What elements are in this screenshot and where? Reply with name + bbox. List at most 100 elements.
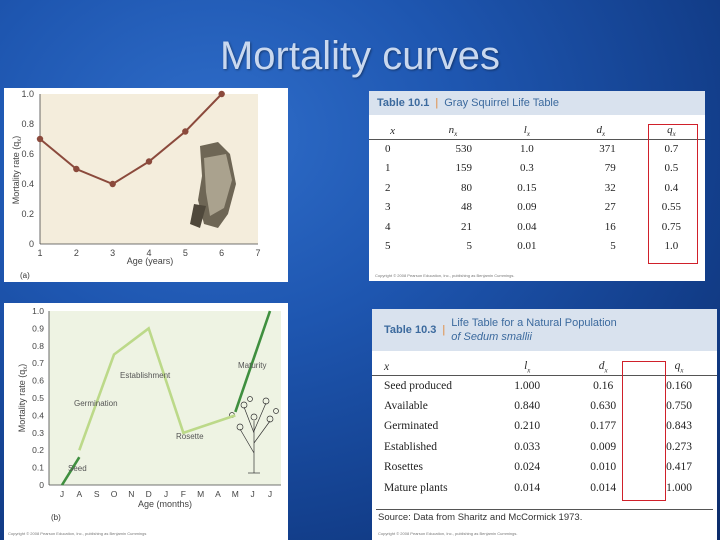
table-10-1-cell: 27	[604, 201, 616, 214]
table-10-1-cell: 0.15	[517, 181, 537, 194]
table-10-3-title: Life Table for a Natural Population of Se…	[451, 317, 617, 343]
x-tick-label-b: J	[60, 489, 64, 499]
chart-a-svg: 0 0.2 0.4 0.6 0.8 1.0 1 2 3 4 5 6 7 Age (years) Mor…	[11, 89, 261, 280]
x-tick-label-a: 7	[255, 248, 260, 258]
table-10-1-cell: 2	[385, 181, 391, 194]
table-10-1-cell: 530	[455, 143, 472, 155]
table-10-3-cell: 0.160	[666, 379, 692, 392]
table-10-3-row: Seed produced 1.000 0.16 0.160	[372, 375, 717, 396]
x-tick-label-b: O	[111, 489, 118, 499]
table-10-3-cell: 0.16	[593, 379, 614, 392]
table-10-3-row: Available 0.840 0.630 0.750	[372, 396, 717, 417]
data-point-a	[182, 128, 189, 135]
table-10-1-cell: 0	[385, 143, 391, 155]
x-tick-label-a: 1	[37, 248, 42, 258]
col-header-x: x	[390, 124, 395, 137]
table-10-3-copyright: Copyright © 2008 Pearson Education, Inc.…	[378, 531, 518, 536]
table-10-3-cell: 0.840	[514, 399, 541, 412]
col-header-lx-sedum: lx	[524, 359, 531, 374]
table-10-3-cell: Rosettes	[384, 461, 423, 474]
y-tick-label-b: 0.7	[32, 358, 44, 368]
table-10-1-copyright: Copyright © 2008 Pearson Education, Inc.…	[375, 273, 515, 278]
table-10-1-number: Table 10.1	[377, 97, 430, 109]
col-header-dx-sedum: dx	[598, 359, 608, 374]
y-tick-label-a: 0.4	[21, 179, 34, 189]
table-10-3-bottom-rule	[376, 509, 713, 510]
x-axis-label-b: Age (months)	[138, 499, 192, 509]
x-tick-label-b: F	[181, 489, 186, 499]
y-axis-label-a: Mortality rate (qx)	[11, 136, 23, 205]
col-header-qx: qx	[667, 123, 676, 138]
table-10-1-cell: 48	[460, 201, 472, 214]
col-header-dx: dx	[596, 123, 606, 138]
slide-title: Mortality curves	[219, 34, 501, 78]
annotation-maturity: Maturity	[238, 361, 266, 370]
x-axis-label-a: Age (years)	[127, 256, 174, 266]
y-tick-label-b: 0.4	[32, 410, 44, 420]
x-tick-label-b: A	[215, 489, 221, 499]
sedum-plant-illustration	[229, 396, 279, 474]
data-point-a	[145, 158, 153, 165]
x-tick-label-b: M	[197, 489, 204, 499]
table-10-3-cell: Mature plants	[384, 481, 448, 494]
table-10-1-cell: 1.0	[520, 143, 534, 155]
table-10-1-cell: 79	[604, 162, 616, 175]
table-10-1-gray-squirrel: Table 10.1 | Gray Squirrel Life Table x …	[369, 91, 705, 281]
table-10-1-cell: 0.04	[517, 220, 537, 233]
x-tick-label-b: S	[94, 489, 100, 499]
table-10-1-cell: 5	[610, 240, 616, 253]
annotation-germination: Germination	[74, 399, 118, 408]
y-tick-label-b: 0.9	[32, 323, 44, 333]
data-point-a	[36, 135, 44, 143]
table-10-3-cell: 1.000	[666, 481, 692, 494]
table-10-3-cell: 0.843	[666, 420, 692, 433]
table-10-1-cell: 159	[455, 162, 472, 175]
y-tick-label-b: 0.6	[32, 376, 44, 386]
table-10-3-cell: 0.014	[590, 481, 617, 494]
table-10-3-cell: 0.009	[590, 440, 617, 453]
series-line-a	[39, 93, 223, 186]
panel-label-b: (b)	[51, 513, 61, 522]
table-10-1-separator: |	[435, 97, 439, 109]
table-10-1-cell: 0.7	[664, 143, 679, 155]
data-point-a	[218, 90, 225, 98]
y-tick-label-a: 0.8	[21, 119, 34, 129]
qx-highlight-box-10-3	[622, 361, 666, 501]
x-tick-label-b: J	[268, 489, 272, 499]
table-10-3-cell: 0.024	[514, 461, 541, 474]
y-tick-label-b: 0.2	[32, 445, 44, 455]
x-tick-label-b: N	[128, 489, 134, 499]
col-header-nx: nx	[448, 123, 458, 138]
table-10-1-cell: 5	[466, 240, 472, 253]
table-10-3-row: Established 0.033 0.009 0.273	[372, 437, 717, 458]
table-10-1-cell: 371	[599, 143, 616, 155]
table-10-3-cell: 0.033	[514, 440, 541, 453]
table-10-3-separator: |	[442, 324, 446, 336]
series-line-b-0	[60, 456, 81, 486]
table-10-3-header: Table 10.3 | Life Table for a Natural Po…	[372, 309, 717, 351]
table-10-3-cell: Germinated	[384, 420, 439, 433]
y-tick-label-b: 0.1	[32, 463, 44, 473]
table-10-3-row: Mature plants 0.014 0.014 1.000	[372, 478, 717, 499]
table-10-1-cell: 0.4	[664, 181, 679, 194]
copyright-b: Copyright © 2008 Pearson Education, Inc.…	[8, 531, 146, 536]
table-10-1-title: Gray Squirrel Life Table	[444, 97, 559, 109]
x-tick-label-a: 5	[183, 248, 188, 258]
table-10-3-cell: 1.000	[514, 379, 541, 392]
x-tick-label-b: M	[232, 489, 239, 499]
x-tick-label-a: 3	[110, 248, 115, 258]
y-tick-label-b: 0.5	[32, 393, 44, 403]
table-10-3-cell: 0.750	[666, 399, 692, 412]
y-tick-label-b: 0.3	[32, 428, 44, 438]
table-10-1-cell: 4	[385, 220, 391, 233]
y-tick-label-a: 0.2	[21, 209, 34, 219]
table-10-3-cell: Available	[384, 399, 428, 412]
y-tick-label-b: 0.8	[32, 341, 44, 351]
table-10-1-row: 1 159 0.3 79 0.5	[369, 159, 705, 179]
table-10-3-cell: 0.010	[590, 461, 617, 474]
x-tick-label-a: 2	[74, 248, 79, 258]
table-10-1-row: 4 21 0.04 16 0.75	[369, 217, 705, 237]
col-header-x-sedum: x	[384, 360, 390, 373]
y-tick-label-a: 0	[29, 239, 34, 249]
